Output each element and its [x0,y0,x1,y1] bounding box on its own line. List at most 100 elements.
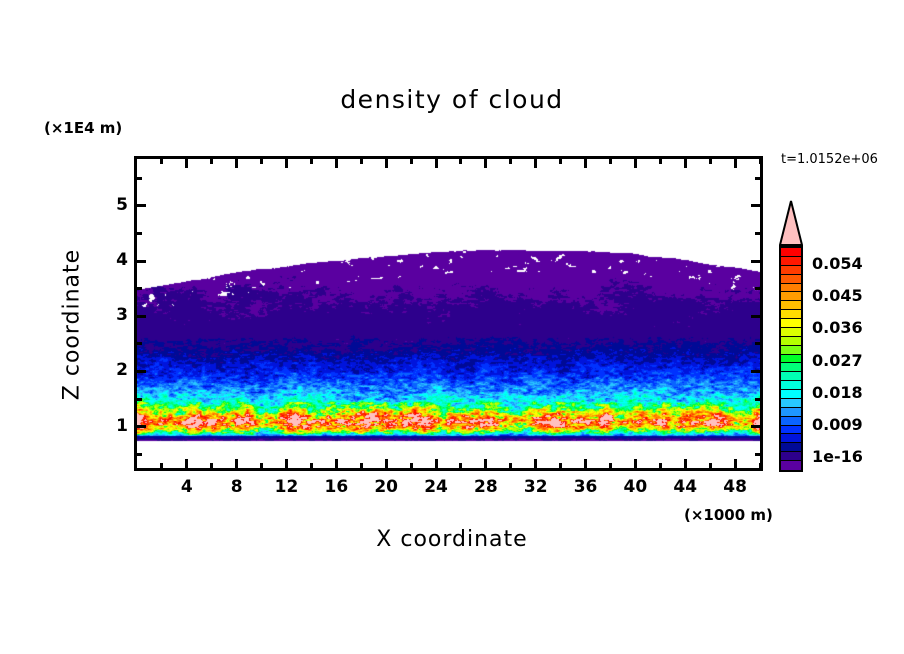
x-axis-units-label: (×1000 m) [684,506,773,524]
x-tick-top [733,159,737,168]
x-tick-top [484,159,488,168]
x-tick-minor [658,463,662,468]
x-tick-major [434,459,438,468]
x-tick-top [235,159,239,168]
x-tick-major [683,459,687,468]
x-tick-top [285,159,289,168]
colorbar-band [781,443,801,453]
y-tick-right [751,369,760,373]
x-tick-top [708,159,712,164]
colorbar-overflow-arrow-icon [779,200,803,246]
x-tick-major [235,459,239,468]
colorbar-tick-label: 0.036 [812,318,863,338]
x-tick-major [185,459,189,468]
colorbar-band [781,434,801,444]
x-tick-top [309,159,313,164]
colorbar [779,200,803,472]
colorbar-band [781,336,801,346]
x-tick-major [633,459,637,468]
x-tick-top [384,159,388,168]
y-tick-minor [137,342,142,346]
x-tick-major [534,459,538,468]
y-axis-units-label: (×1E4 m) [44,119,123,137]
x-tick-label: 24 [424,477,448,497]
colorbar-tick-label: 0.018 [812,382,863,402]
y-tick-minor [137,231,142,235]
colorbar-band [781,319,801,328]
x-tick-top [584,159,588,168]
colorbar-bands [779,246,803,472]
x-tick-top [359,159,363,164]
x-tick-minor [160,463,164,468]
colorbar-tick-label: 0.054 [812,253,863,273]
y-tick-major [137,369,146,373]
colorbar-band [781,372,801,382]
y-tick-right [755,397,760,401]
x-tick-major [733,459,737,468]
colorbar-band [781,425,801,435]
x-tick-label: 12 [274,477,299,497]
x-tick-label: 4 [180,477,193,497]
colorbar-band [781,283,801,293]
x-tick-label: 8 [230,477,243,497]
x-tick-top [459,159,463,164]
x-tick-top [559,159,563,164]
y-tick-minor [137,287,142,291]
x-tick-minor [559,463,563,468]
x-tick-major [384,459,388,468]
plot-area [134,156,763,471]
y-tick-label: 4 [116,250,128,271]
x-tick-top [210,159,214,164]
colorbar-band [781,461,801,470]
x-tick-top [758,159,762,164]
x-tick-major [484,459,488,468]
density-field-canvas [137,159,760,468]
y-tick-right [751,314,760,318]
colorbar-band [781,248,801,257]
colorbar-band [781,301,801,311]
y-tick-label: 2 [116,360,128,381]
y-tick-major [137,204,146,208]
y-tick-right [755,231,760,235]
x-tick-minor [260,463,264,468]
colorbar-tick-label: 1e-16 [812,447,863,467]
y-tick-label: 3 [116,305,128,326]
page-title: density of cloud [340,85,564,114]
y-tick-major [137,314,146,318]
y-tick-minor [137,397,142,401]
colorbar-band [781,354,801,364]
x-tick-top [683,159,687,168]
x-tick-top [334,159,338,168]
x-tick-minor [359,463,363,468]
y-tick-major [137,425,146,429]
x-tick-top [260,159,264,164]
colorbar-band [781,345,801,355]
colorbar-band [781,363,801,373]
x-tick-label: 48 [723,477,747,497]
colorbar-tick-label: 0.027 [812,350,863,370]
x-tick-minor [509,463,513,468]
y-tick-right [751,204,760,208]
x-tick-top [185,159,189,168]
y-tick-major [137,259,146,263]
x-tick-top [633,159,637,168]
y-tick-right [751,425,760,429]
colorbar-band [781,265,801,275]
y-tick-right [751,259,760,263]
colorbar-band [781,452,801,461]
x-tick-minor [459,463,463,468]
y-tick-label: 1 [116,415,128,436]
x-tick-minor [608,463,612,468]
x-tick-minor [409,463,413,468]
colorbar-band [781,390,801,399]
x-tick-top [534,159,538,168]
x-tick-major [285,459,289,468]
y-tick-right [755,342,760,346]
x-tick-label: 28 [474,477,498,497]
x-tick-top [608,159,612,164]
colorbar-band [781,256,801,266]
colorbar-band [781,407,801,417]
y-tick-minor [137,452,142,456]
colorbar-band [781,292,801,302]
